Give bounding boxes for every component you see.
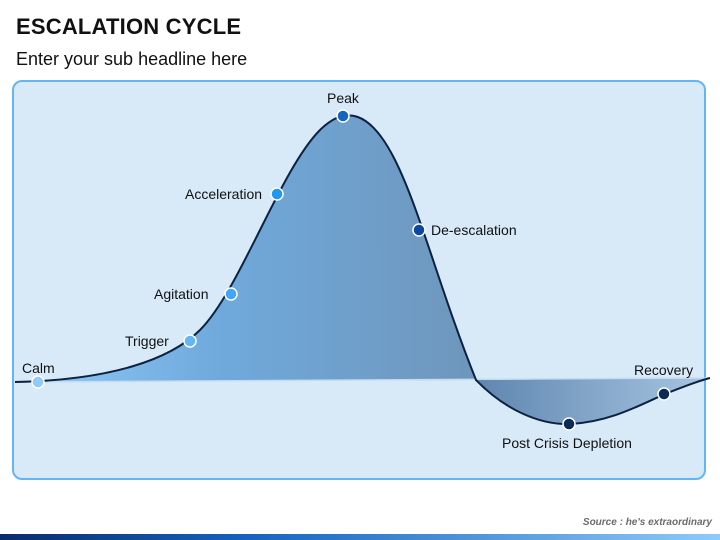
post-crisis-depletion-dot xyxy=(562,417,576,431)
trigger-label: Trigger xyxy=(125,333,169,349)
de-escalation-dot xyxy=(412,223,426,237)
depletion-trough-area xyxy=(476,378,710,425)
page-title: ESCALATION CYCLE xyxy=(16,14,242,39)
source-credit: Source : he's extraordinary xyxy=(582,517,712,528)
calm-label: Calm xyxy=(22,360,55,376)
stage-marker-trigger: Trigger xyxy=(125,333,197,349)
post-crisis-depletion-label: Post Crisis Depletion xyxy=(502,435,632,451)
stage-marker-peak: Peak xyxy=(327,90,360,123)
stage-marker-de-escalation: De-escalation xyxy=(412,222,517,238)
trigger-dot xyxy=(183,334,197,348)
agitation-label: Agitation xyxy=(154,286,208,302)
acceleration-label: Acceleration xyxy=(185,186,262,202)
acceleration-dot xyxy=(270,187,284,201)
peak-label: Peak xyxy=(327,90,360,106)
stage-marker-post-crisis-depletion: Post Crisis Depletion xyxy=(502,417,632,451)
recovery-label: Recovery xyxy=(634,362,693,378)
peak-dot xyxy=(336,109,350,123)
stage-marker-agitation: Agitation xyxy=(154,286,238,302)
stage-marker-recovery: Recovery xyxy=(634,362,693,401)
stage-marker-acceleration: Acceleration xyxy=(185,186,284,202)
de-escalation-label: De-escalation xyxy=(431,222,517,238)
footer-bar xyxy=(0,534,720,540)
escalation-curve xyxy=(14,114,711,426)
agitation-dot xyxy=(224,287,238,301)
baseline xyxy=(14,377,711,383)
stage-marker-calm: Calm xyxy=(22,360,55,389)
escalation-hump-area xyxy=(15,115,476,382)
calm-dot xyxy=(31,375,45,389)
page-subtitle: Enter your sub headline here xyxy=(16,49,248,69)
recovery-dot xyxy=(657,387,671,401)
